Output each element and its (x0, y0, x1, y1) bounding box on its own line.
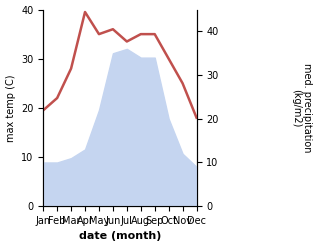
Y-axis label: max temp (C): max temp (C) (5, 74, 16, 142)
X-axis label: date (month): date (month) (79, 231, 161, 242)
Y-axis label: med. precipitation
(kg/m2): med. precipitation (kg/m2) (291, 63, 313, 153)
